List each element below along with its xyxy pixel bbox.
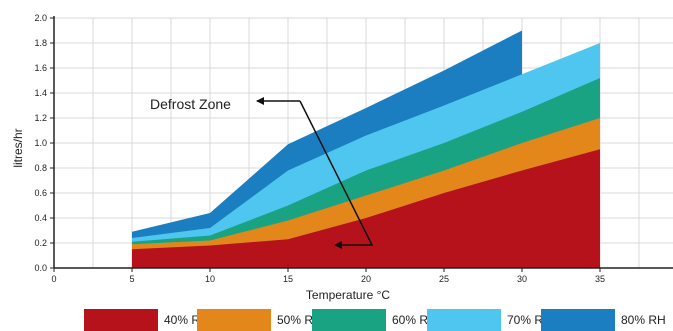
y-tick-label: 0.0 [34,263,47,273]
y-tick-label: 0.8 [34,163,47,173]
x-tick-label: 25 [439,274,449,284]
legend-label: 70% RH [507,313,552,327]
legend-swatch [427,309,501,331]
x-axis-title: Temperature °C [306,288,390,302]
legend-label: 60% RH [392,313,437,327]
area-40-rh [132,149,600,268]
y-tick-label: 1.6 [34,63,47,73]
y-tick-label: 0.6 [34,188,47,198]
y-axis-title: litres/hr [11,128,25,167]
x-tick-label: 0 [51,274,56,284]
legend-swatch [312,309,386,331]
defrost-zone-label: Defrost Zone [150,96,231,112]
area-layer [132,30,600,268]
legend-swatch [197,309,271,331]
legend-label: 50% RH [277,313,322,327]
legend-swatch [84,309,158,331]
axes: 0.0 0.2 0.4 0.6 0.8 1.0 1.2 1.4 1.6 1.8 2.0 0 5 10 15 2… [34,13,673,284]
x-tick-label: 10 [205,274,215,284]
y-tick-label: 1.8 [34,38,47,48]
x-tick-label: 20 [361,274,371,284]
y-tick-label: 0.2 [34,238,47,248]
y-tick-label: 1.4 [34,88,47,98]
legend-label: 80% RH [621,313,666,327]
chart: 0.0 0.2 0.4 0.6 0.8 1.0 1.2 1.4 1.6 1.8 2.0 0 5 10 15 2… [11,13,673,302]
x-tick-label: 35 [595,274,605,284]
y-tick-label: 0.4 [34,213,47,223]
legend-swatch [541,309,615,331]
y-tick-label: 1.2 [34,113,47,123]
y-tick-label: 1.0 [34,138,47,148]
x-tick-label: 15 [283,274,293,284]
y-tick-label: 2.0 [34,13,47,23]
defrost-zone-annotation: Defrost Zone [150,96,374,249]
legend: 40% RH 50% RH 60% RH 70% RH 80% RH [0,303,673,331]
x-tick-label: 5 [129,274,134,284]
annotation-arrow-lower [299,100,374,249]
x-tick-label: 30 [517,274,527,284]
